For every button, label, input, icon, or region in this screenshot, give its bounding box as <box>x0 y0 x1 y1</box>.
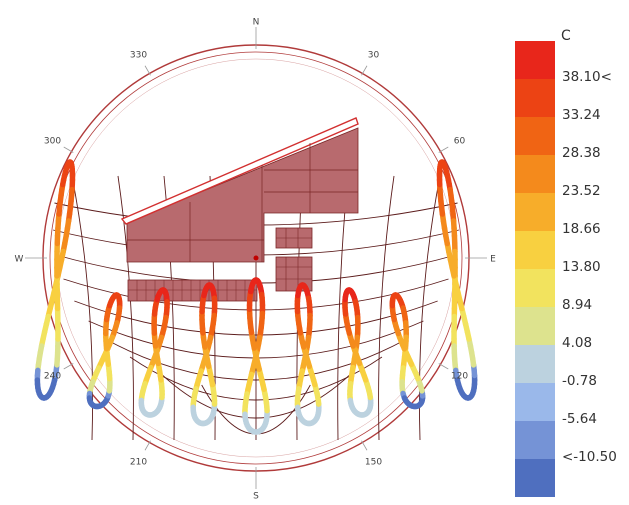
legend-color-swatch <box>515 269 555 307</box>
obstruction-large-block <box>127 128 358 262</box>
compass-degree-label: 210 <box>130 458 147 468</box>
legend-color-swatch <box>515 41 555 79</box>
legend-color-swatch <box>515 117 555 155</box>
analemma <box>141 290 167 415</box>
legend-color-swatch <box>515 307 555 345</box>
legend-label: -5.64 <box>562 411 597 427</box>
legend-label: -0.78 <box>562 373 597 389</box>
compass-degree-label: 300 <box>44 137 61 147</box>
legend-label: 33.24 <box>562 107 601 123</box>
compass-degree-label: 150 <box>365 458 382 468</box>
compass-degree-label: 120 <box>451 372 468 382</box>
sunpath-diagram: N E S W 30 60 120 150 210 240 300 330 <box>0 0 505 501</box>
legend-color-swatch <box>515 345 555 383</box>
legend-color-swatch <box>515 193 555 231</box>
compass-degree-label: 60 <box>454 137 466 147</box>
legend-color-swatch <box>515 459 555 497</box>
legend-color-swatch <box>515 79 555 117</box>
legend-label: 28.38 <box>562 145 601 161</box>
obstruction-mask <box>122 118 358 301</box>
obstruction-low-block <box>128 280 257 301</box>
legend-color-swatch <box>515 155 555 193</box>
analemma <box>297 285 318 424</box>
legend-label: 8.94 <box>562 297 592 313</box>
legend-label: 13.80 <box>562 259 601 275</box>
legend-label: 38.10< <box>562 69 612 85</box>
compass-direction-label: W <box>15 255 24 265</box>
compass-degree-label: 240 <box>44 372 61 382</box>
compass-direction-label: N <box>253 18 260 28</box>
compass-degree-label: 330 <box>130 50 147 60</box>
legend-color-swatch <box>515 383 555 421</box>
analemma <box>193 285 214 424</box>
legend-color-swatch <box>515 231 555 269</box>
legend-label: <-10.50 <box>562 449 617 465</box>
center-point <box>254 256 259 261</box>
legend-label: 18.66 <box>562 221 601 237</box>
legend-label: 4.08 <box>562 335 592 351</box>
legend-label: 23.52 <box>562 183 601 199</box>
legend-title: C <box>561 28 571 44</box>
compass-direction-label: E <box>490 255 496 265</box>
analemma <box>345 290 371 415</box>
compass-degree-label: 30 <box>368 50 380 60</box>
legend-color-swatch <box>515 421 555 459</box>
compass-direction-label: S <box>253 492 259 502</box>
